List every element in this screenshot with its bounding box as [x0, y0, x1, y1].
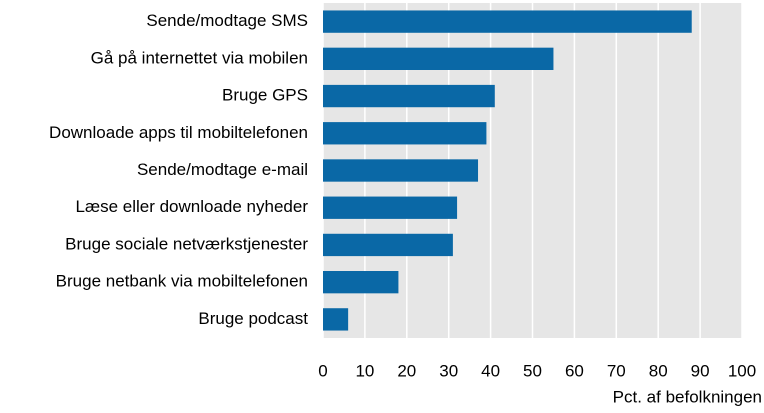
y-tick-label: Bruge netbank via mobiltelefonen	[56, 272, 308, 291]
y-tick-label: Bruge sociale netværkstjenester	[65, 234, 308, 253]
x-tick-label: 100	[728, 361, 756, 380]
bar	[323, 159, 479, 182]
x-tick-label: 70	[607, 361, 626, 380]
y-tick-label: Bruge GPS	[222, 86, 308, 105]
y-tick-label: Downloade apps til mobiltelefonen	[49, 123, 308, 142]
bar	[323, 271, 399, 294]
x-tick-label: 40	[481, 361, 500, 380]
bar	[323, 47, 554, 70]
x-tick-label: 20	[397, 361, 416, 380]
y-tick-label: Sende/modtage SMS	[146, 11, 308, 30]
x-tick-label: 30	[439, 361, 458, 380]
bar	[323, 196, 458, 219]
y-tick-label: Sende/modtage e-mail	[137, 160, 308, 179]
bar	[323, 10, 692, 33]
bar	[323, 233, 453, 257]
bar	[323, 308, 349, 331]
y-tick-label: Bruge podcast	[198, 309, 308, 328]
x-tick-label: 90	[691, 361, 710, 380]
bar	[323, 84, 495, 108]
x-tick-label: 50	[523, 361, 542, 380]
y-tick-label: Gå på internettet via mobilen	[91, 48, 308, 67]
x-tick-label: 80	[649, 361, 668, 380]
x-tick-label: 0	[318, 361, 327, 380]
x-tick-label: 60	[565, 361, 584, 380]
y-tick-label: Læse eller downloade nyheder	[76, 197, 309, 216]
x-axis-label: Pct. af befolkningen	[613, 387, 762, 406]
x-tick-label: 10	[355, 361, 374, 380]
bar	[323, 122, 487, 145]
